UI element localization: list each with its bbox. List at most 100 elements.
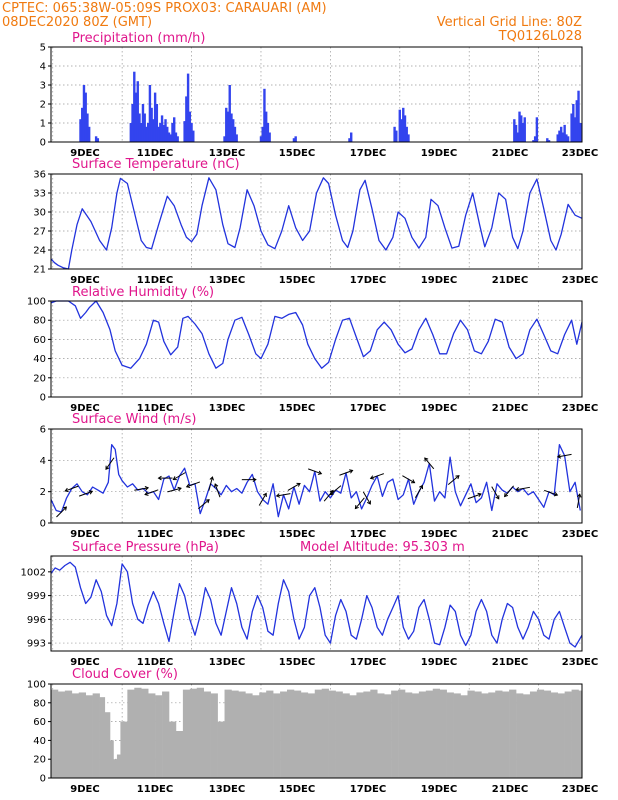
cloud-bar [224,689,232,778]
precip-bar [226,111,230,142]
wind-arrow [208,476,214,491]
cloud-bar [405,692,413,778]
precip-bar [520,115,523,142]
x-tick-label: 9DEC [70,784,99,795]
wind-arrow [544,489,559,497]
cloud-bar [529,691,538,778]
precip-bar [140,123,143,142]
precip-bar [141,104,145,142]
x-tick-label: 13DEC [209,529,245,540]
y-tick-label: 27 [33,227,46,238]
cloud-bar [141,688,149,778]
wind-arrow [287,482,301,491]
wind-arrow [56,506,68,518]
y-tick-label: 60 [33,335,46,346]
cloud-bar [453,693,461,778]
cloud-bar [411,693,420,778]
cloud-cover-title: Cloud Cover (%) [72,667,178,682]
cloud-bar [51,689,59,778]
wind-arrow [105,457,115,470]
x-tick-label: 23DEC [562,403,598,414]
cloud-bar [446,692,454,778]
x-tick-label: 23DEC [562,529,598,540]
cloud-bar [155,695,163,778]
y-tick-label: 24 [33,246,46,257]
x-tick-label: 19DEC [421,784,457,795]
x-tick-label: 11DEC [137,275,173,286]
cloud-bar [328,690,336,778]
precip-bar [169,134,172,142]
cloud-bar [287,689,295,778]
precip-bar [559,126,563,142]
precip-bar [155,104,159,142]
precip-bar [230,113,233,142]
x-tick-label: 21DEC [492,784,528,795]
y-tick-label: 30 [33,208,46,219]
x-tick-label: 11DEC [137,657,173,668]
precip-bar [558,130,561,142]
x-tick-label: 17DEC [350,403,386,414]
x-tick-label: 21DEC [492,657,528,668]
cloud-bar [231,690,239,778]
precip-bar [579,123,582,142]
y-tick-label: 0 [40,393,46,404]
y-tick-label: 0 [40,519,46,530]
cloud-bar [571,689,579,778]
x-tick-label: 17DEC [350,275,386,286]
precip-bar [79,119,82,142]
x-tick-label: 13DEC [209,403,245,414]
cloud-bar [280,691,288,778]
cloud-bar [578,690,583,778]
y-tick-label: 33 [33,189,46,200]
precip-bar [81,107,84,142]
precip-bar [348,138,351,142]
precip-bar [192,130,195,142]
x-tick-label: 13DEC [209,657,245,668]
x-tick-label: 21DEC [492,529,528,540]
precip-bar [521,123,525,142]
precip-bar [565,134,568,142]
cloud-bar [370,689,378,778]
y-tick-label: 5 [40,43,46,54]
cloud-bar [189,688,198,778]
header-grid-note: Vertical Grid Line: 80Z [437,15,582,30]
x-tick-label: 23DEC [562,657,598,668]
y-tick-label: 60 [33,717,46,728]
cloud-bar [523,694,531,778]
cloud-bar [293,690,302,778]
precip-bar [166,126,169,142]
pressure-title: Surface Pressure (hPa) [72,540,219,555]
x-tick-label: 15DEC [279,148,315,159]
wind-arrow [556,453,572,459]
rh-frame [50,300,583,398]
precip-bar [164,119,167,142]
rh-series-line [50,300,583,369]
precip-bar [407,134,410,142]
cloud-bar [134,687,142,778]
cloud-bar [516,693,524,778]
wind-arrow [424,457,435,470]
wind-arrow [369,473,384,480]
wind-arrow [414,484,424,498]
x-tick-label: 17DEC [350,657,386,668]
temp-frame [50,173,583,270]
precip-bar [294,136,297,142]
cloud-bar [71,693,80,778]
x-tick-label: 19DEC [421,403,457,414]
wind-arrow [339,469,354,476]
precip-bar [146,123,150,142]
y-tick-label: 993 [27,639,46,650]
precip-bar [556,134,559,142]
temperature-panel: Surface Temperature (nC) 21 24 27 30 33 36 9DE… [33,157,598,286]
precip-bar [261,126,264,142]
precip-bar [136,81,139,142]
wind-title: Surface Wind (m/s) [72,412,196,427]
y-tick-label: 80 [33,316,46,327]
precip-bar [129,123,133,142]
precip-bar [159,123,162,142]
wind-arrow [354,497,365,510]
y-tick-label: 3 [40,81,46,92]
cloud-bar [120,721,128,778]
wind-arrow [329,485,342,496]
